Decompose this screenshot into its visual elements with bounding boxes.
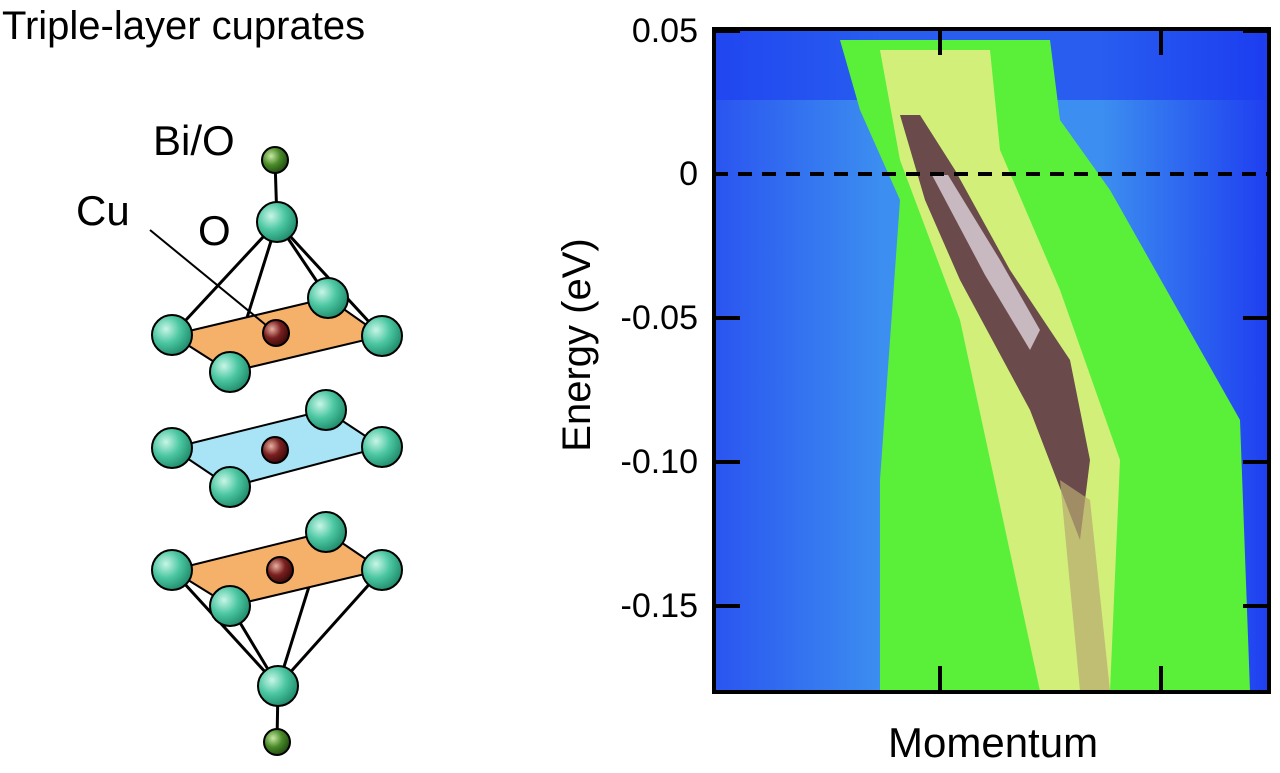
x-axis-label: Momentum xyxy=(888,719,1099,766)
arpes-heatmap xyxy=(715,30,1268,691)
y-tick-label: 0 xyxy=(679,155,698,193)
crystal-structure xyxy=(149,146,403,756)
cu-label: Cu xyxy=(76,187,130,234)
y-tick-label: -0.05 xyxy=(620,299,699,337)
band-tail xyxy=(1060,480,1110,691)
bio-atoms xyxy=(261,146,291,756)
y-axis-label: Energy (eV) xyxy=(555,238,599,452)
cu-label-pointer xyxy=(149,229,273,331)
oxygen-atoms xyxy=(151,201,403,707)
diagram-title: Triple-layer cuprates xyxy=(2,4,366,48)
y-tick-label: -0.10 xyxy=(620,443,699,481)
x-ticks xyxy=(938,29,1163,692)
y-tick-label: 0.05 xyxy=(631,12,698,50)
copper-atoms xyxy=(261,319,294,584)
y-ticks xyxy=(714,29,1269,608)
o-label: O xyxy=(198,207,231,254)
band-dispersion xyxy=(900,115,1090,540)
y-tick-label: -0.15 xyxy=(620,587,699,625)
plot-frame xyxy=(712,27,1271,694)
bio-label: Bi/O xyxy=(153,117,235,164)
band-core xyxy=(932,175,1040,350)
